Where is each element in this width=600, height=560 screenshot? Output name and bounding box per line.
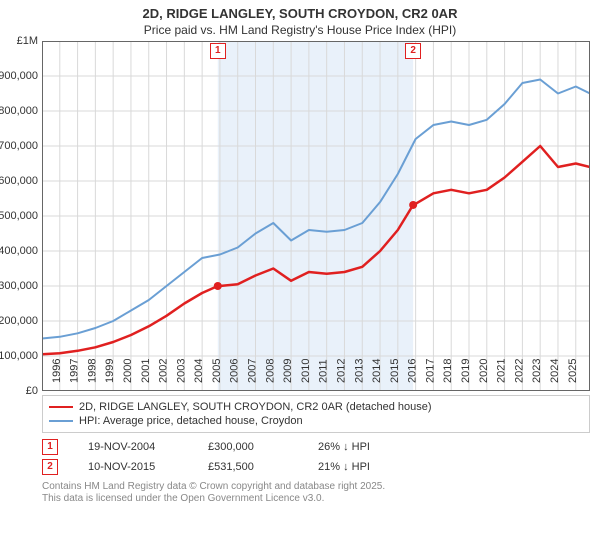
svg-text:2006: 2006 (229, 358, 241, 382)
y-axis-tick-label: £600,000 (0, 175, 38, 187)
svg-text:1997: 1997 (69, 358, 81, 382)
svg-text:2011: 2011 (318, 359, 330, 383)
svg-text:2001: 2001 (140, 358, 152, 382)
svg-text:2017: 2017 (424, 358, 436, 382)
legend-item: HPI: Average price, detached house, Croy… (49, 414, 583, 428)
y-axis-tick-label: £800,000 (0, 105, 38, 117)
svg-text:2002: 2002 (158, 358, 170, 382)
sales-markers-table: 1 19-NOV-2004 £300,000 26% ↓ HPI 2 10-NOV-201… (42, 437, 590, 477)
svg-text:1996: 1996 (51, 358, 63, 382)
sale-date: 10-NOV-2015 (88, 461, 178, 473)
sale-marker-row: 2 10-NOV-2015 £531,500 21% ↓ HPI (42, 457, 590, 477)
svg-text:2010: 2010 (300, 358, 312, 382)
svg-text:2004: 2004 (193, 358, 205, 382)
sale-marker-badge: 2 (42, 459, 58, 475)
legend-swatch (49, 406, 73, 408)
sale-marker-flag: 1 (210, 43, 226, 59)
sale-hpi-delta: 26% ↓ HPI (318, 441, 408, 453)
legend-label: HPI: Average price, detached house, Croy… (79, 415, 303, 427)
y-axis-tick-label: £900,000 (0, 70, 38, 82)
y-axis-tick-label: £400,000 (0, 245, 38, 257)
footer-line-1: Contains HM Land Registry data © Crown c… (42, 481, 590, 494)
svg-text:2021: 2021 (496, 358, 508, 382)
svg-text:2022: 2022 (513, 358, 525, 382)
svg-text:2016: 2016 (407, 358, 419, 382)
svg-text:2018: 2018 (442, 358, 454, 382)
svg-text:2005: 2005 (211, 358, 223, 382)
y-axis-tick-label: £1M (17, 35, 38, 47)
legend-label: 2D, RIDGE LANGLEY, SOUTH CROYDON, CR2 0A… (79, 401, 432, 413)
chart-title: 2D, RIDGE LANGLEY, SOUTH CROYDON, CR2 0A… (0, 0, 600, 23)
data-attribution: Contains HM Land Registry data © Crown c… (42, 481, 590, 506)
svg-text:1999: 1999 (104, 358, 116, 382)
svg-text:2009: 2009 (282, 358, 294, 382)
svg-text:2019: 2019 (460, 358, 472, 382)
svg-text:2013: 2013 (353, 358, 365, 382)
chart-subtitle: Price paid vs. HM Land Registry's House … (0, 23, 600, 41)
sale-price: £531,500 (208, 461, 288, 473)
y-axis-tick-label: £100,000 (0, 350, 38, 362)
y-axis-tick-label: £200,000 (0, 315, 38, 327)
svg-text:2000: 2000 (122, 358, 134, 382)
footer-line-2: This data is licensed under the Open Gov… (42, 493, 590, 506)
svg-text:2020: 2020 (478, 358, 490, 382)
sale-price: £300,000 (208, 441, 288, 453)
sale-marker-flag: 2 (405, 43, 421, 59)
svg-text:2012: 2012 (335, 358, 347, 382)
sale-date: 19-NOV-2004 (88, 441, 178, 453)
legend: 2D, RIDGE LANGLEY, SOUTH CROYDON, CR2 0A… (42, 395, 590, 433)
svg-text:2015: 2015 (389, 358, 401, 382)
sale-marker-badge: 1 (42, 439, 58, 455)
chart-area: 1995 1996 1997 1998 1999 2000 2001 2002 2003 2004… (42, 41, 590, 391)
svg-text:2003: 2003 (175, 358, 187, 382)
svg-text:1995: 1995 (42, 358, 45, 382)
y-axis-tick-label: £0 (26, 385, 38, 397)
legend-swatch (49, 420, 73, 422)
svg-text:2007: 2007 (247, 358, 259, 382)
y-axis-tick-label: £500,000 (0, 210, 38, 222)
sale-hpi-delta: 21% ↓ HPI (318, 461, 408, 473)
sale-marker-row: 1 19-NOV-2004 £300,000 26% ↓ HPI (42, 437, 590, 457)
svg-text:2008: 2008 (264, 358, 276, 382)
svg-text:2025: 2025 (567, 358, 579, 382)
svg-text:1998: 1998 (86, 358, 98, 382)
svg-text:2014: 2014 (371, 358, 383, 382)
svg-text:2024: 2024 (549, 358, 561, 382)
y-axis-tick-label: £700,000 (0, 140, 38, 152)
svg-text:2023: 2023 (531, 358, 543, 382)
y-axis-tick-label: £300,000 (0, 280, 38, 292)
legend-item: 2D, RIDGE LANGLEY, SOUTH CROYDON, CR2 0A… (49, 400, 583, 414)
